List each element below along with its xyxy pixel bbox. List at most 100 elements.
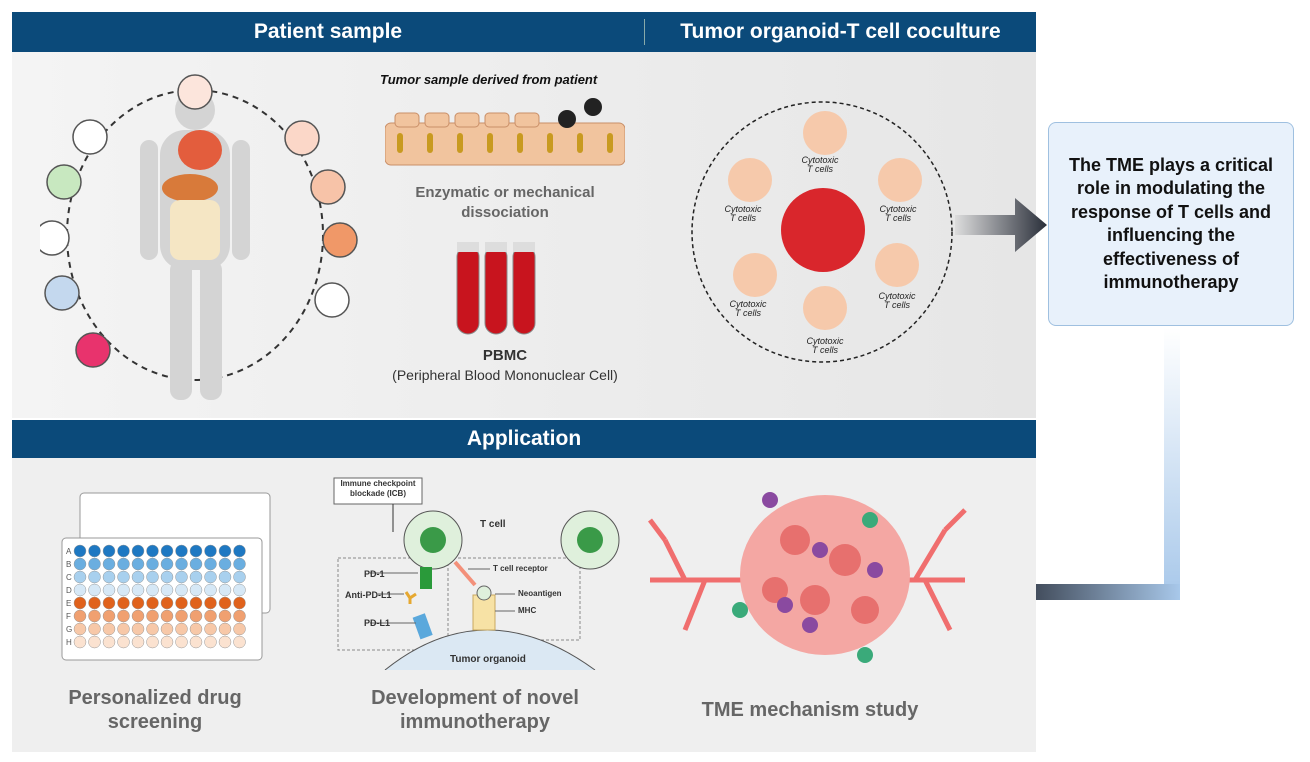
- liver-organ-icon: [310, 169, 346, 205]
- heart-icon: [178, 130, 222, 170]
- application-header: Application: [12, 420, 1036, 458]
- plate-well: [160, 609, 174, 623]
- plate-well: [175, 570, 188, 584]
- plate-well: [160, 622, 174, 636]
- epithelial-cells-illustration: [385, 98, 625, 166]
- pancreas-organ-icon: [314, 282, 350, 318]
- plate-well: [233, 596, 246, 610]
- plate-well: [189, 570, 203, 584]
- plate-well: [218, 635, 232, 649]
- plate-well: [146, 609, 159, 623]
- plate-row-label: G: [66, 625, 72, 634]
- icb-illustration: [333, 477, 620, 670]
- header-divider: [644, 19, 645, 45]
- mhc-label: MHC: [518, 606, 537, 615]
- kidney-organ-icon: [322, 222, 358, 258]
- plate-well: [146, 635, 159, 649]
- plate-well: [160, 596, 174, 610]
- pbmc-full-label: (Peripheral Blood Mononuclear Cell): [392, 367, 618, 383]
- lungs-organ-icon: [44, 275, 80, 311]
- t-cell-label: Cytotoxic T cells: [801, 155, 839, 174]
- plate-well: [204, 544, 217, 558]
- t-cell-label: T cell: [480, 519, 506, 530]
- liver-icon: [162, 174, 218, 202]
- coculture-title: Tumor organoid-T cell coculture: [680, 20, 1001, 43]
- plate-well: [204, 622, 217, 636]
- immunotherapy-label: Development of novel immunotherapy: [371, 687, 579, 733]
- plate-well: [233, 570, 246, 584]
- patient-sample-title: Patient sample: [253, 20, 403, 43]
- plate-well: [88, 544, 101, 558]
- plate-well: [189, 635, 203, 649]
- plate-row-label: C: [66, 573, 72, 582]
- plate-well: [88, 583, 101, 597]
- plate-well: [73, 583, 87, 597]
- plate-well: [189, 609, 203, 623]
- plate-well: [175, 596, 188, 610]
- plate-well: [218, 622, 232, 636]
- plate-well: [175, 635, 188, 649]
- plate-well: [131, 557, 145, 571]
- plate-well: [73, 557, 87, 571]
- plate-well: [218, 596, 232, 610]
- plate-well: [233, 609, 246, 623]
- plate-well: [131, 609, 145, 623]
- plate-well: [117, 609, 130, 623]
- plate-well: [204, 583, 217, 597]
- plate-row-label: H: [66, 638, 72, 647]
- plate-well: [146, 622, 159, 636]
- plate-well: [189, 557, 203, 571]
- plate-well: [131, 622, 145, 636]
- plate-well: [131, 635, 145, 649]
- plate-well: [218, 583, 232, 597]
- anti-pdl1-antibody-icon: [404, 591, 417, 604]
- bladder-organ-icon: [40, 220, 70, 256]
- tme-study-label: TME mechanism study: [701, 699, 919, 721]
- arrow-to-tme-box-icon: [955, 198, 1047, 252]
- plate-well: [88, 557, 101, 571]
- plate-well: [146, 583, 159, 597]
- tme-box: The TME plays a critical role in modulat…: [1048, 122, 1294, 326]
- plate-row-label: B: [66, 560, 71, 569]
- plate-well: [160, 557, 174, 571]
- plate-well: [189, 544, 203, 558]
- plate-row-label: E: [66, 599, 71, 608]
- brain-organ-icon: [177, 74, 213, 110]
- drug-screening-label: Personalized drug screening: [68, 687, 242, 733]
- plate-row-label: A: [66, 547, 72, 556]
- plate-well: [73, 544, 87, 558]
- plate-well: [131, 583, 145, 597]
- plate-well: [189, 583, 203, 597]
- dissociation-label: Enzymatic or mechanical dissociation: [415, 184, 595, 221]
- plate-well: [102, 570, 116, 584]
- plate-row-label: D: [66, 586, 72, 595]
- plate-well: [73, 570, 87, 584]
- plate-well: [117, 544, 130, 558]
- plate-well: [160, 570, 174, 584]
- plate-well: [189, 622, 203, 636]
- lung-organ-icon: [284, 120, 320, 156]
- plate-well: [175, 557, 188, 571]
- t-cell-label: Cytotoxic T cells: [729, 299, 767, 318]
- plate-well: [204, 557, 217, 571]
- tumor-cell-icon: [558, 110, 576, 128]
- neoantigen-icon: [476, 585, 492, 601]
- application-title: Application: [466, 427, 582, 450]
- plate-well: [102, 544, 116, 558]
- t-cell-label: Cytotoxic T cells: [879, 204, 917, 223]
- plate-well: [146, 557, 159, 571]
- tumor-organoid-label: Tumor organoid: [450, 654, 526, 665]
- t-cell-label: Cytotoxic T cells: [806, 336, 844, 355]
- plate-well: [218, 570, 232, 584]
- plate-well: [175, 544, 188, 558]
- pdl1-icon: [412, 613, 433, 640]
- plate-well: [73, 635, 87, 649]
- plate-well: [146, 544, 159, 558]
- plate-well: [160, 635, 174, 649]
- tcr-label: T cell receptor: [493, 564, 548, 573]
- colon-organ-icon: [46, 164, 82, 200]
- plate-well: [175, 622, 188, 636]
- pd1-receptor-icon: [420, 567, 432, 589]
- plate-well: [233, 583, 246, 597]
- plate-well: [218, 609, 232, 623]
